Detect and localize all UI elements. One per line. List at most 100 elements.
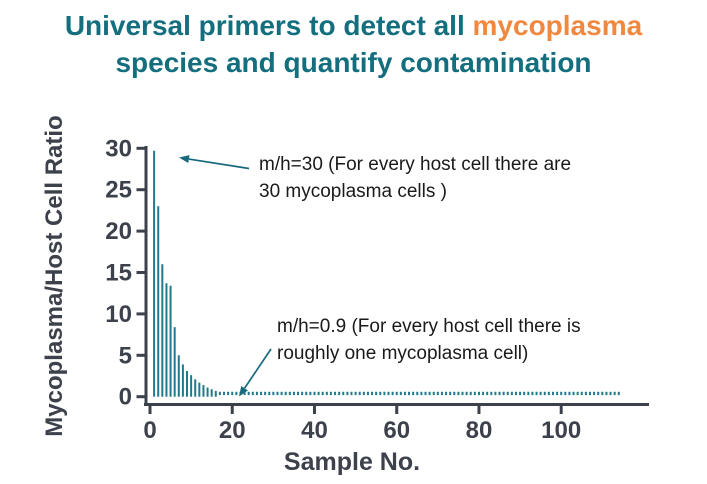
bar — [206, 387, 209, 397]
bar — [181, 364, 184, 397]
annotation-mh09: m/h=0.9 (For every host cell there is ro… — [277, 316, 581, 364]
arrow-to-peak-line — [188, 158, 250, 170]
title-text-prefix: Universal primers to detect all — [64, 10, 473, 41]
bar — [194, 379, 197, 397]
title-line-1: Universal primers to detect all mycoplas… — [0, 7, 707, 44]
near-zero-dot — [375, 391, 378, 396]
x-tick — [559, 406, 563, 414]
near-zero-dot — [564, 391, 567, 396]
x-tick-label: 60 — [383, 417, 410, 444]
slide-title: Universal primers to detect all mycoplas… — [0, 7, 707, 81]
near-zero-dot — [568, 391, 571, 396]
near-zero-dot — [243, 391, 246, 396]
bar — [202, 385, 205, 397]
y-tick — [136, 271, 145, 274]
x-tick-label: 20 — [219, 417, 246, 444]
bar — [173, 327, 176, 397]
near-zero-dot — [523, 391, 526, 396]
x-tick-label: 100 — [541, 417, 581, 444]
near-zero-dot — [317, 391, 320, 396]
near-zero-dot — [469, 391, 472, 396]
x-tick — [477, 406, 481, 414]
near-zero-dot — [247, 391, 250, 396]
near-zero-dot — [593, 391, 596, 396]
x-tick-label: 40 — [301, 417, 328, 444]
near-zero-dot — [391, 391, 394, 396]
near-zero-dot — [334, 391, 337, 396]
near-zero-dot — [408, 391, 411, 396]
near-zero-dot — [539, 391, 542, 396]
near-zero-dot — [494, 391, 497, 396]
near-zero-dot — [556, 391, 559, 396]
near-zero-dot — [519, 391, 522, 396]
y-tick-label: 0 — [119, 384, 132, 411]
near-zero-dot — [609, 391, 612, 396]
y-axis-title: Mycoplasma/Host Cell Ratio — [41, 115, 68, 436]
y-tick — [136, 146, 145, 150]
near-zero-dot — [280, 391, 283, 396]
x-tick-label: 80 — [466, 417, 493, 444]
y-tick — [136, 229, 145, 233]
x-axis-spine — [144, 403, 649, 406]
near-zero-dot — [276, 391, 279, 396]
near-zero-dot — [588, 391, 591, 396]
x-tick — [230, 406, 234, 414]
y-tick-label: 10 — [105, 301, 132, 328]
y-axis-spine — [144, 146, 148, 406]
near-zero-dot — [301, 391, 304, 396]
near-zero-dot — [399, 391, 402, 396]
near-zero-dot — [260, 391, 263, 396]
title-highlight-mycoplasma: mycoplasma — [472, 10, 643, 41]
near-zero-dot — [490, 391, 493, 396]
bar — [214, 390, 217, 397]
y-tick-label: 30 — [105, 135, 132, 162]
near-zero-dot — [284, 391, 287, 396]
near-zero-dot — [272, 391, 275, 396]
near-zero-dot — [321, 391, 324, 396]
near-zero-dot — [572, 391, 575, 396]
near-zero-dot — [502, 391, 505, 396]
near-zero-dot — [445, 391, 448, 396]
near-zero-dot — [235, 391, 238, 396]
near-zero-dot — [486, 391, 489, 396]
bar — [169, 285, 172, 397]
near-zero-dot — [288, 391, 291, 396]
near-zero-dot — [420, 391, 423, 396]
near-zero-dot — [453, 391, 456, 396]
y-tick-label: 25 — [105, 177, 132, 204]
near-zero-dot — [268, 391, 271, 396]
near-zero-dot — [498, 391, 501, 396]
near-zero-dot — [354, 391, 357, 396]
x-tick — [312, 406, 316, 414]
near-zero-dot — [597, 391, 600, 396]
near-zero-dot — [473, 391, 476, 396]
near-zero-dot — [255, 391, 258, 396]
near-zero-dot — [576, 391, 579, 396]
near-zero-dot — [428, 391, 431, 396]
near-zero-dot — [218, 391, 221, 396]
near-zero-dot — [223, 391, 226, 396]
bar — [161, 264, 164, 397]
y-tick — [136, 188, 145, 192]
near-zero-dot — [535, 391, 538, 396]
near-zero-dot — [514, 391, 517, 396]
arrow-to-baseline-line — [243, 348, 272, 389]
near-zero-dot — [305, 391, 308, 396]
near-zero-dot — [292, 391, 295, 396]
near-zero-dot — [297, 391, 300, 396]
near-zero-dot — [465, 391, 468, 396]
bar — [210, 389, 213, 397]
near-zero-dot — [342, 391, 345, 396]
bar — [153, 150, 156, 397]
near-zero-dot — [362, 391, 365, 396]
near-zero-dot — [366, 391, 369, 396]
arrow-to-peak-head — [179, 155, 190, 164]
near-zero-dot — [449, 391, 452, 396]
near-zero-dot — [510, 391, 513, 396]
near-zero-dot — [531, 391, 534, 396]
near-zero-dot — [403, 391, 406, 396]
near-zero-dot — [584, 391, 587, 396]
near-zero-dot — [605, 391, 608, 396]
near-zero-dot — [601, 391, 604, 396]
